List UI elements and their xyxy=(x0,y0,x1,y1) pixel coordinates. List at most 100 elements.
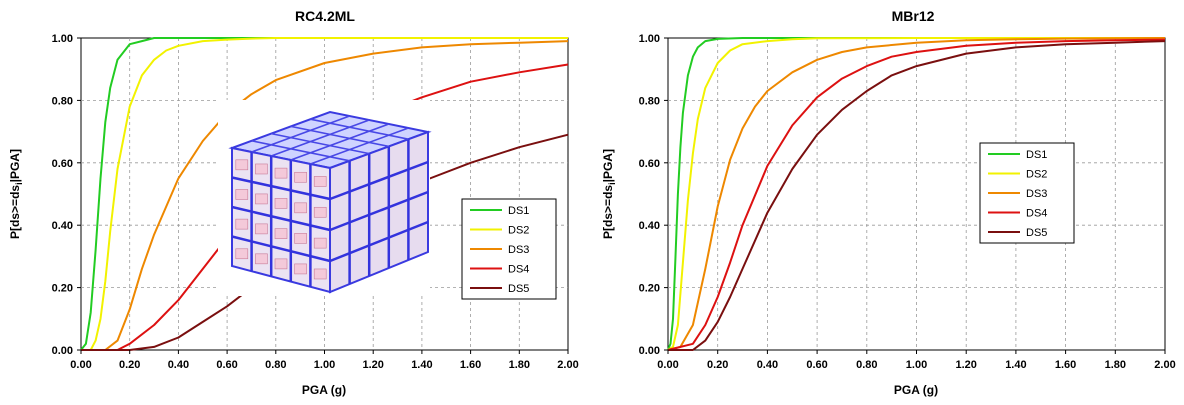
model-infill xyxy=(294,233,307,244)
model-infill xyxy=(313,176,327,187)
y-tick-label: 0.40 xyxy=(52,220,73,232)
model-top-beam xyxy=(290,125,389,148)
y-tick-label: 0.00 xyxy=(52,345,73,357)
model-beam xyxy=(329,160,429,201)
x-tick-label: 1.80 xyxy=(509,359,530,371)
model-infill xyxy=(274,258,288,270)
y-tick-label: 1.00 xyxy=(52,33,73,45)
y-tick-label: 0.60 xyxy=(52,158,73,170)
model-infill xyxy=(255,223,268,235)
y-tick-label: 0.40 xyxy=(639,220,660,232)
model-top-beam xyxy=(251,140,350,162)
y-tick-label: 0.80 xyxy=(639,95,660,107)
model-infill xyxy=(313,268,327,280)
x-tick-label: 1.40 xyxy=(411,359,432,371)
tick-labels: 0.00 0.20 0.40 0.60 0.80 1.00 1.20 1.40 1.60 1.80… xyxy=(639,33,1176,371)
x-tick-label: 1.80 xyxy=(1105,359,1126,371)
legend-label-ds3: DS3 xyxy=(508,244,529,256)
legend: DS1 DS2 DS3 DS4 DS5 xyxy=(979,142,1075,244)
model-top-beam xyxy=(270,119,370,157)
legend-label-ds2: DS2 xyxy=(508,225,529,237)
model-infill xyxy=(255,163,268,175)
model-infill xyxy=(294,263,307,275)
x-tick-label: 1.40 xyxy=(1005,359,1026,371)
x-tick-label: 1.00 xyxy=(906,359,927,371)
legend: DS1 DS2 DS3 DS4 DS5 xyxy=(461,198,557,300)
model-beam xyxy=(231,176,331,201)
model-infill xyxy=(294,202,307,214)
chart-mbr12: MBr12 0.00 0.20 0.40 0.60 0.80 1.00 1.20 1.40 1.… xyxy=(601,8,1176,397)
chart-rc42ml: RC4.2ML 0.00 0.20 0.40 0.60 0.80 1.00 1.20 1.40… xyxy=(8,8,579,397)
chart-title: RC4.2ML xyxy=(295,8,355,24)
x-tick-label: 0.00 xyxy=(657,359,678,371)
y-tick-label: 1.00 xyxy=(639,33,660,45)
x-tick-label: 1.60 xyxy=(1055,359,1076,371)
y-tick-label: 0.20 xyxy=(639,283,660,295)
series-line-ds2 xyxy=(667,37,1165,351)
legend-label-ds4: DS4 xyxy=(1026,208,1047,220)
model-infill xyxy=(235,248,249,260)
model-infill xyxy=(274,167,288,179)
series-line-ds4 xyxy=(667,38,1166,351)
y-tick-label: 0.00 xyxy=(639,345,660,357)
model-infill xyxy=(294,171,307,183)
x-tick-label: 2.00 xyxy=(1154,359,1175,371)
y-tick-label: 0.80 xyxy=(52,95,73,107)
series-line-ds1 xyxy=(667,37,1165,351)
model-beam xyxy=(329,190,429,232)
model-top-beam xyxy=(310,127,409,165)
x-tick-label: 1.20 xyxy=(955,359,976,371)
y-axis-label: P[ds>=dsi|PGA] xyxy=(8,149,24,239)
x-tick-label: 0.40 xyxy=(168,359,189,371)
model-infill xyxy=(235,159,249,171)
legend-label-ds1: DS1 xyxy=(1026,149,1047,161)
chart-title: MBr12 xyxy=(892,8,935,24)
y-tick-label: 0.60 xyxy=(639,158,660,170)
y-tick-label: 0.20 xyxy=(52,283,73,295)
x-tick-label: 0.80 xyxy=(856,359,877,371)
x-axis-label: PGA (g) xyxy=(894,383,938,397)
x-tick-label: 0.60 xyxy=(216,359,237,371)
model-infill xyxy=(255,253,268,265)
x-tick-label: 1.20 xyxy=(362,359,383,371)
tick-labels: 0.00 0.20 0.40 0.60 0.80 1.00 1.20 1.40 1.60 1.80… xyxy=(52,33,579,371)
model-beam xyxy=(231,205,331,232)
model-infill xyxy=(274,198,288,209)
model-top-beam xyxy=(271,132,370,155)
model-infill xyxy=(235,218,249,230)
x-tick-label: 2.00 xyxy=(557,359,578,371)
model-infill xyxy=(255,193,268,205)
model-infill xyxy=(313,237,327,249)
model-infill xyxy=(274,228,288,239)
series-line-ds2 xyxy=(81,37,568,351)
series-line-ds5 xyxy=(668,40,1166,351)
legend-label-ds5: DS5 xyxy=(1026,227,1047,239)
model-top-beam xyxy=(251,115,350,153)
y-axis-label: P[ds>=dsi|PGA] xyxy=(601,149,617,239)
series-group xyxy=(667,37,1166,351)
model-infill xyxy=(235,189,249,200)
x-tick-label: 1.60 xyxy=(460,359,481,371)
legend-label-ds5: DS5 xyxy=(508,283,529,295)
x-tick-label: 0.60 xyxy=(806,359,827,371)
x-tick-label: 1.00 xyxy=(314,359,335,371)
model-top-beam xyxy=(310,118,409,140)
legend-label-ds3: DS3 xyxy=(1026,188,1047,200)
legend-box xyxy=(979,142,1075,244)
x-axis-label: PGA (g) xyxy=(302,383,346,397)
model-infill xyxy=(313,206,327,218)
x-tick-label: 0.40 xyxy=(757,359,778,371)
legend-label-ds2: DS2 xyxy=(1026,169,1047,181)
building-model-image xyxy=(218,100,432,296)
series-line-ds3 xyxy=(667,37,1166,351)
model-top-beam xyxy=(290,123,390,161)
x-tick-label: 0.20 xyxy=(707,359,728,371)
model-beam xyxy=(329,220,429,263)
legend-label-ds4: DS4 xyxy=(508,264,529,276)
legend-label-ds1: DS1 xyxy=(508,205,529,217)
x-tick-label: 0.80 xyxy=(265,359,286,371)
model-beam xyxy=(231,235,331,263)
x-tick-label: 0.20 xyxy=(119,359,140,371)
x-tick-label: 0.00 xyxy=(70,359,91,371)
